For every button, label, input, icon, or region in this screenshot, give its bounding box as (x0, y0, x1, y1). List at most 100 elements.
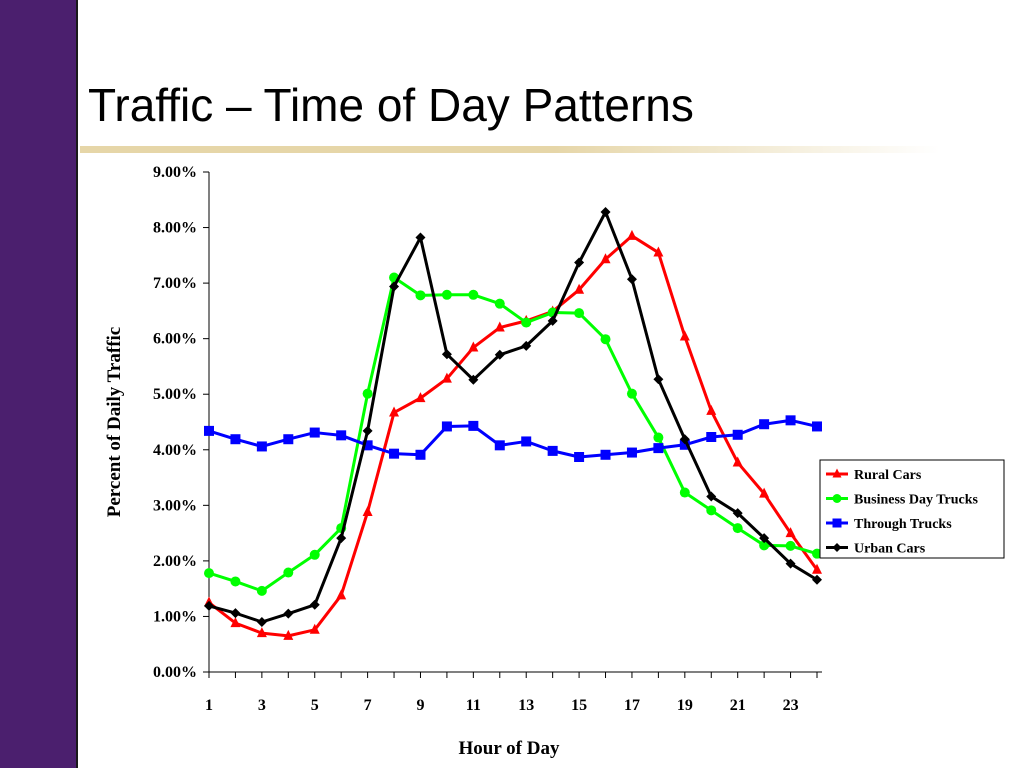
series-urban-cars (204, 207, 822, 627)
chart-legend: Rural Cars Business Day Trucks Through Tru… (819, 459, 1005, 559)
data-point-through-trucks (389, 448, 400, 459)
data-point-rural-cars (653, 246, 664, 257)
legend-box (819, 459, 1005, 559)
data-point-rural-cars (362, 506, 373, 516)
series-line-urban-cars (208, 210, 818, 624)
slide-accent-bar-edge (76, 0, 78, 768)
data-point-business-day-trucks (468, 289, 479, 300)
y-tick-label: 9.00% (153, 164, 197, 181)
series-line-business-day-trucks (208, 276, 818, 593)
y-tick-label: 3.00% (153, 497, 197, 514)
legend-marker-rural-cars (832, 468, 842, 478)
y-axis-title: Percent of Daily Traffic (104, 327, 125, 517)
x-tick-label: 21 (730, 697, 746, 714)
data-point-urban-cars (309, 599, 320, 610)
x-tick-label: 7 (364, 697, 372, 714)
y-tick-label: 2.00% (153, 553, 197, 570)
data-point-urban-cars (230, 608, 241, 619)
data-point-through-trucks (653, 443, 664, 454)
data-point-rural-cars (309, 623, 320, 634)
data-point-through-trucks (441, 421, 452, 432)
data-point-urban-cars (679, 434, 690, 445)
data-point-business-day-trucks (415, 290, 426, 301)
data-point-business-day-trucks (626, 388, 637, 399)
data-point-urban-cars (706, 491, 717, 502)
data-point-rural-cars (812, 563, 822, 574)
data-point-through-trucks (336, 430, 347, 441)
data-point-urban-cars (362, 425, 373, 436)
chart-series-layer (204, 207, 822, 640)
data-point-through-trucks (468, 420, 479, 431)
legend-label-business-day-trucks: Business Day Trucks (854, 493, 979, 508)
data-point-urban-cars (785, 558, 796, 569)
data-point-urban-cars (336, 533, 347, 544)
series-line-rural-cars (208, 234, 819, 638)
data-point-urban-cars (626, 274, 637, 285)
legend-marker-through-trucks (832, 518, 842, 528)
legend-label-through-trucks: Through Trucks (854, 517, 952, 532)
data-point-through-trucks (732, 429, 743, 440)
chart-axes: 0.00% 1.00% 2.00% 3.00% 4.00% 5.00% 6.00% 7.00%… (153, 164, 822, 714)
data-point-business-day-trucks (706, 505, 717, 516)
data-point-rural-cars (336, 589, 347, 600)
x-tick-label: 9 (416, 697, 424, 714)
data-point-urban-cars (521, 340, 532, 351)
data-point-urban-cars (415, 232, 426, 243)
data-point-rural-cars (679, 330, 690, 341)
data-point-rural-cars (230, 617, 241, 628)
y-tick-label: 1.00% (153, 608, 197, 625)
slide-title: Traffic – Time of Day Patterns (88, 79, 694, 131)
data-point-urban-cars (574, 257, 585, 268)
data-point-urban-cars (468, 374, 479, 385)
data-point-rural-cars (626, 229, 637, 240)
data-point-rural-cars (256, 627, 267, 638)
y-tick-label: 8.00% (153, 220, 197, 237)
data-point-urban-cars (283, 608, 294, 619)
data-point-business-day-trucks (256, 585, 267, 596)
data-point-business-day-trucks (283, 567, 294, 578)
data-point-urban-cars (653, 374, 664, 385)
data-point-rural-cars (389, 406, 400, 417)
y-tick-label: 0.00% (153, 664, 197, 681)
data-point-business-day-trucks (204, 568, 214, 579)
data-point-through-trucks (494, 440, 505, 451)
data-point-urban-cars (494, 349, 505, 360)
data-point-through-trucks (626, 447, 637, 458)
data-point-business-day-trucks (600, 334, 611, 345)
data-point-urban-cars (759, 533, 770, 544)
data-point-rural-cars (415, 392, 426, 403)
x-tick-label: 5 (311, 697, 319, 714)
slide-accent-bar (0, 0, 76, 768)
legend-label-rural-cars: Rural Cars (854, 468, 922, 483)
y-tick-label: 6.00% (153, 331, 197, 348)
data-point-rural-cars (785, 527, 796, 538)
data-point-through-trucks (706, 432, 717, 442)
legend-marker-business-day-trucks (832, 494, 842, 503)
x-axis-title: Hour of Day (459, 738, 560, 759)
data-point-rural-cars (283, 629, 294, 640)
y-tick-label: 4.00% (153, 442, 197, 459)
x-tick-label: 15 (571, 697, 587, 714)
data-point-through-trucks (521, 436, 532, 447)
data-point-rural-cars (759, 487, 770, 498)
data-point-urban-cars (732, 508, 743, 519)
data-point-business-day-trucks (494, 298, 505, 309)
data-point-urban-cars (547, 315, 558, 326)
y-tick-label: 7.00% (153, 275, 197, 292)
data-point-business-day-trucks (679, 487, 690, 498)
data-point-rural-cars (468, 341, 479, 352)
data-point-through-trucks (415, 449, 426, 460)
data-point-business-day-trucks (732, 523, 743, 534)
data-point-through-trucks (204, 425, 214, 436)
x-tick-label: 13 (518, 697, 534, 714)
data-point-through-trucks (785, 415, 796, 426)
data-point-business-day-trucks (230, 576, 241, 587)
data-point-through-trucks (309, 427, 320, 438)
data-point-business-day-trucks (759, 540, 770, 551)
data-point-urban-cars (204, 600, 214, 611)
data-point-through-trucks (283, 434, 294, 445)
data-point-rural-cars (600, 253, 611, 264)
y-tick-label: 5.00% (153, 386, 197, 403)
data-point-rural-cars (706, 404, 717, 415)
